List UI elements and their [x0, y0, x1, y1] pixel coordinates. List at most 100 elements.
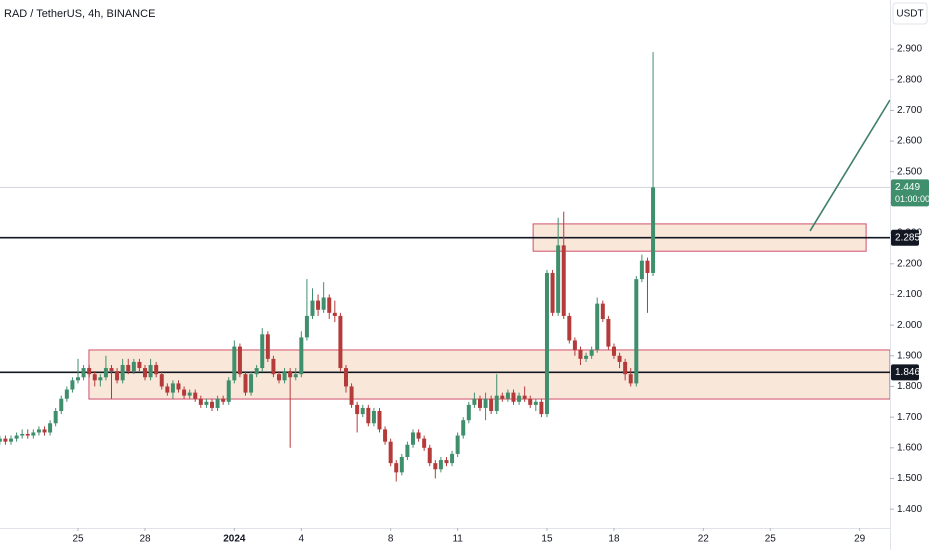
x-tick-label: 8 — [388, 534, 394, 545]
candle-body — [226, 380, 231, 402]
candle-body — [53, 410, 58, 424]
candle-body — [215, 398, 220, 408]
unit-box — [892, 2, 928, 25]
candle-body — [254, 368, 259, 375]
candle-body — [115, 371, 120, 381]
y-tick-label: 1.700 — [897, 412, 922, 423]
x-tick-label: 18 — [608, 534, 620, 545]
candle-body — [159, 374, 164, 387]
candle-body — [472, 398, 477, 405]
candle-body — [299, 337, 304, 375]
candle-body — [310, 300, 315, 316]
price-tag — [891, 364, 919, 381]
candle-body — [193, 392, 198, 399]
candle-body — [332, 312, 337, 316]
candle-body — [494, 395, 499, 411]
candle-body — [288, 371, 293, 378]
zone — [88, 349, 890, 400]
candle-body — [103, 368, 108, 378]
x-tick-label: 28 — [139, 534, 151, 545]
x-tick-label: 25 — [72, 534, 84, 545]
candle-body — [416, 432, 421, 439]
candle-body — [176, 383, 181, 390]
candle-body — [221, 398, 226, 402]
candle-body — [232, 346, 237, 381]
candle-body — [600, 303, 605, 319]
candle-body — [427, 447, 432, 464]
price-tag — [891, 229, 919, 246]
candle-body — [477, 398, 482, 408]
candle-body — [410, 432, 415, 445]
candle-body — [651, 187, 656, 273]
x-tick-label: 15 — [541, 534, 553, 545]
x-tick-label: 29 — [854, 534, 866, 545]
candle-body — [109, 368, 114, 372]
x-tick-label: 25 — [765, 534, 777, 545]
candle-body — [271, 358, 276, 375]
candle-body — [14, 435, 19, 439]
candle-body — [249, 374, 254, 393]
price-tag-label: 2.285 — [895, 232, 920, 243]
candle-body — [606, 318, 611, 347]
candle-body — [0, 438, 2, 442]
y-tick-label: 2.200 — [897, 258, 922, 269]
candle-body — [25, 433, 30, 436]
candle-body — [533, 401, 538, 405]
candle-body — [293, 374, 298, 378]
candle-body — [338, 315, 343, 369]
candle-body — [422, 438, 427, 448]
y-tick-label: 2.600 — [897, 136, 922, 147]
candle-body — [59, 398, 64, 411]
candle-body — [87, 368, 92, 375]
candle-body — [126, 364, 131, 372]
candle-body — [165, 386, 170, 393]
candle-body — [584, 355, 589, 359]
candle-body — [489, 398, 494, 411]
candle-body — [137, 361, 142, 369]
candle-body — [198, 398, 203, 405]
candle-body — [182, 389, 187, 396]
candle-body — [505, 392, 510, 399]
candle-body — [383, 429, 388, 442]
candle-body — [204, 401, 209, 405]
candle-body — [209, 401, 214, 408]
candle-body — [237, 346, 242, 375]
price-tag-label: 1.846 — [895, 367, 920, 378]
axes: 2.9002.8002.7002.6002.5002.4002.3002.200… — [72, 44, 930, 545]
candle-body — [611, 346, 616, 356]
candle-body — [42, 429, 47, 433]
candle-body — [36, 429, 41, 433]
candle-body — [578, 349, 583, 359]
candle-body — [567, 315, 572, 341]
candle-body — [170, 383, 175, 393]
y-tick-label: 1.600 — [897, 442, 922, 453]
y-tick-label: 2.000 — [897, 320, 922, 331]
candle-body — [371, 410, 376, 424]
candle-body — [148, 364, 153, 378]
candle-body — [316, 300, 321, 310]
candle-body — [81, 368, 86, 378]
x-tick-label: 11 — [452, 534, 463, 545]
candle-body — [131, 361, 136, 372]
x-tick-label: 4 — [299, 534, 305, 545]
candle-body — [76, 377, 81, 381]
y-tick-label: 2.900 — [897, 44, 922, 55]
candle-body — [433, 463, 438, 470]
candle-body — [20, 433, 25, 436]
candle-body — [589, 349, 594, 356]
candle-body — [98, 377, 103, 381]
candle-body — [92, 374, 97, 381]
candle-body — [444, 460, 449, 464]
candle-body — [544, 272, 549, 415]
trend-line — [809, 99, 890, 232]
countdown: 01:00:00 — [895, 194, 930, 204]
candle-body — [539, 401, 544, 415]
candle-body — [634, 279, 639, 384]
candle-body — [304, 315, 309, 338]
last-price-label: 2.449 — [895, 182, 920, 193]
candle-body — [595, 303, 600, 350]
candle-body — [327, 297, 332, 313]
y-tick-label: 2.100 — [897, 289, 922, 300]
